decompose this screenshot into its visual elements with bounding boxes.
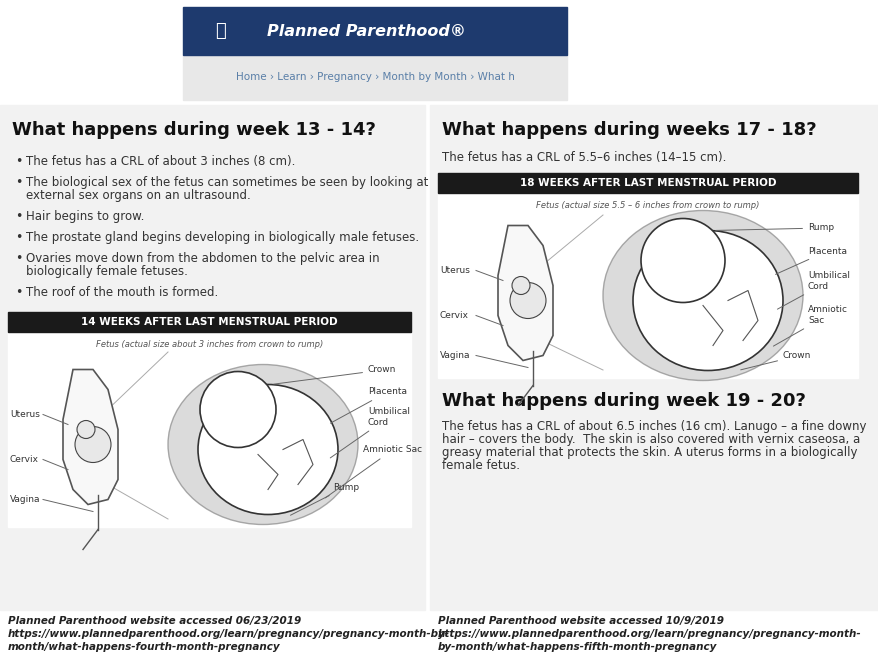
Text: •: • xyxy=(15,286,22,299)
Text: 18 WEEKS AFTER LAST MENSTRUAL PERIOD: 18 WEEKS AFTER LAST MENSTRUAL PERIOD xyxy=(519,178,775,188)
Text: Fetus (actual size 5.5 – 6 inches from crown to rump): Fetus (actual size 5.5 – 6 inches from c… xyxy=(536,201,759,210)
Text: Home › Learn › Pregnancy › Month by Month › What h: Home › Learn › Pregnancy › Month by Mont… xyxy=(235,72,514,82)
Bar xyxy=(183,55,566,100)
Text: biologically female fetuses.: biologically female fetuses. xyxy=(26,265,188,278)
Text: hair – covers the body.  The skin is also covered with vernix caseosa, a: hair – covers the body. The skin is also… xyxy=(442,433,860,446)
Text: What happens during weeks 17 - 18?: What happens during weeks 17 - 18? xyxy=(442,121,816,139)
Polygon shape xyxy=(63,370,118,505)
Bar xyxy=(8,332,411,527)
Circle shape xyxy=(77,420,95,438)
Text: •: • xyxy=(15,231,22,244)
Text: Amniotic Sac: Amniotic Sac xyxy=(325,445,421,498)
Text: •: • xyxy=(15,210,22,223)
Circle shape xyxy=(511,277,529,295)
Text: •: • xyxy=(15,176,22,189)
Text: The fetus has a CRL of about 3 inches (8 cm).: The fetus has a CRL of about 3 inches (8… xyxy=(26,155,295,168)
Text: What happens during week 13 - 14?: What happens during week 13 - 14? xyxy=(12,121,376,139)
Ellipse shape xyxy=(632,231,782,370)
Text: Crown: Crown xyxy=(273,366,396,384)
Text: Crown: Crown xyxy=(740,351,810,370)
Bar xyxy=(437,193,857,378)
Text: The biological sex of the fetus can sometimes be seen by looking at: The biological sex of the fetus can some… xyxy=(26,176,428,189)
Text: Uterus: Uterus xyxy=(440,266,470,275)
Text: Vagina: Vagina xyxy=(10,495,40,504)
Ellipse shape xyxy=(198,384,338,515)
Text: Planned Parenthood website accessed 06/23/2019: Planned Parenthood website accessed 06/2… xyxy=(8,616,301,626)
Text: female fetus.: female fetus. xyxy=(442,459,520,472)
Circle shape xyxy=(75,426,111,463)
Text: Planned Parenthood website accessed 10/9/2019: Planned Parenthood website accessed 10/9… xyxy=(437,616,723,626)
Text: https://www.plannedparenthood.org/learn/pregnancy/pregnancy-month-: https://www.plannedparenthood.org/learn/… xyxy=(437,629,860,639)
Text: Ovaries move down from the abdomen to the pelvic area in: Ovaries move down from the abdomen to th… xyxy=(26,252,379,265)
Text: The roof of the mouth is formed.: The roof of the mouth is formed. xyxy=(26,286,218,299)
Text: Rump: Rump xyxy=(715,223,833,233)
Text: Fetus (actual size about 3 inches from crown to rump): Fetus (actual size about 3 inches from c… xyxy=(96,340,323,349)
Text: What happens during week 19 - 20?: What happens during week 19 - 20? xyxy=(442,392,805,410)
Text: by-month/what-happens-fifth-month-pregnancy: by-month/what-happens-fifth-month-pregna… xyxy=(437,642,716,652)
Bar xyxy=(8,312,411,332)
Ellipse shape xyxy=(168,364,357,525)
Polygon shape xyxy=(498,225,552,360)
Text: month/what-happens-fourth-month-pregnancy: month/what-happens-fourth-month-pregnanc… xyxy=(8,642,280,652)
Text: Umbilical
Cord: Umbilical Cord xyxy=(776,272,849,309)
Bar xyxy=(437,173,857,193)
Circle shape xyxy=(640,219,724,302)
Text: Umbilical
Cord: Umbilical Cord xyxy=(330,407,409,458)
Text: external sex organs on an ultrasound.: external sex organs on an ultrasound. xyxy=(26,189,250,202)
Circle shape xyxy=(509,283,545,318)
Text: Vagina: Vagina xyxy=(440,351,470,360)
Text: Cervix: Cervix xyxy=(10,455,39,464)
Bar xyxy=(429,105,878,610)
Ellipse shape xyxy=(602,210,802,380)
Text: 14 WEEKS AFTER LAST MENSTRUAL PERIOD: 14 WEEKS AFTER LAST MENSTRUAL PERIOD xyxy=(81,317,337,327)
Text: Uterus: Uterus xyxy=(10,410,40,419)
Text: Amniotic
Sac: Amniotic Sac xyxy=(773,305,847,346)
Text: •: • xyxy=(15,252,22,265)
Text: Hair begins to grow.: Hair begins to grow. xyxy=(26,210,144,223)
Text: https://www.plannedparenthood.org/learn/pregnancy/pregnancy-month-by-: https://www.plannedparenthood.org/learn/… xyxy=(8,629,450,639)
Text: Planned Parenthood®: Planned Parenthood® xyxy=(266,24,465,38)
Text: Rump: Rump xyxy=(290,482,359,515)
Text: The fetus has a CRL of about 6.5 inches (16 cm). Lanugo – a fine downy: The fetus has a CRL of about 6.5 inches … xyxy=(442,420,866,433)
Text: The prostate gland begins developing in biologically male fetuses.: The prostate gland begins developing in … xyxy=(26,231,419,244)
Bar xyxy=(0,105,425,610)
Text: Placenta: Placenta xyxy=(774,246,846,274)
Text: •: • xyxy=(15,155,22,168)
Text: Cervix: Cervix xyxy=(440,311,469,320)
Text: The fetus has a CRL of 5.5–6 inches (14–15 cm).: The fetus has a CRL of 5.5–6 inches (14–… xyxy=(442,151,725,164)
Text: greasy material that protects the skin. A uterus forms in a biologically: greasy material that protects the skin. … xyxy=(442,446,857,459)
Text: Placenta: Placenta xyxy=(330,387,407,423)
Bar xyxy=(183,7,566,55)
Text: Ⓟ: Ⓟ xyxy=(215,22,227,40)
Circle shape xyxy=(200,372,276,447)
